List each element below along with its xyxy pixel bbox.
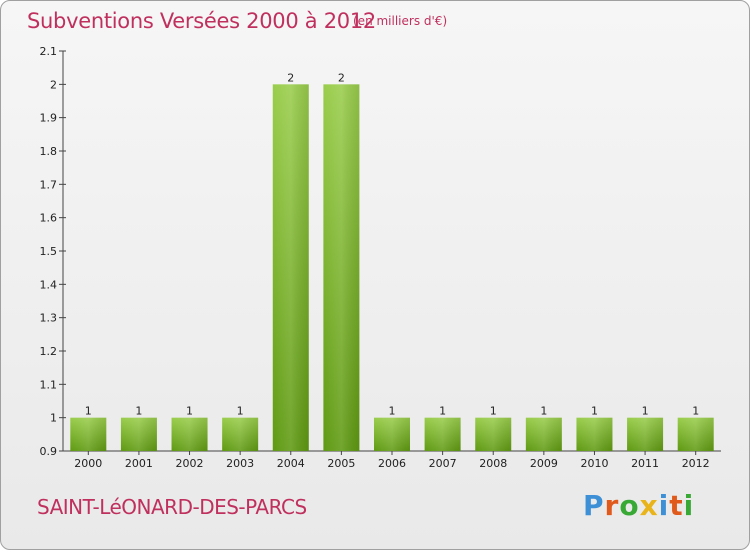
chart-title: Subventions Versées 2000 à 2012 bbox=[27, 9, 376, 33]
data-label: 1 bbox=[237, 405, 244, 418]
x-tick-label: 2011 bbox=[631, 457, 659, 470]
x-tick-label: 2006 bbox=[378, 457, 406, 470]
x-tick-label: 2003 bbox=[226, 457, 254, 470]
data-label: 1 bbox=[85, 405, 92, 418]
x-tick-label: 2000 bbox=[74, 457, 102, 470]
y-tick-label: 1.7 bbox=[40, 178, 58, 191]
x-tick-label: 2008 bbox=[479, 457, 507, 470]
bar-shade bbox=[323, 84, 360, 451]
commune-name: SAINT-LéONARD-DES-PARCS bbox=[37, 495, 307, 519]
y-tick-label: 1.4 bbox=[40, 278, 58, 291]
y-tick-label: 1.6 bbox=[40, 212, 58, 225]
data-label: 1 bbox=[389, 405, 396, 418]
bar-shade bbox=[525, 417, 562, 451]
y-tick-label: 1.1 bbox=[40, 378, 58, 391]
data-label: 1 bbox=[692, 405, 699, 418]
logo-letter: i bbox=[658, 489, 670, 522]
bar-shade bbox=[576, 417, 613, 451]
y-tick-label: 2.1 bbox=[40, 45, 58, 58]
y-tick-label: 0.9 bbox=[40, 445, 58, 458]
logo-letter: i bbox=[683, 489, 695, 522]
data-label: 1 bbox=[439, 405, 446, 418]
logo-letter: t bbox=[669, 489, 684, 522]
x-tick-label: 2010 bbox=[580, 457, 608, 470]
x-tick-label: 2012 bbox=[682, 457, 710, 470]
y-tick-label: 1.2 bbox=[40, 345, 58, 358]
bar-shade bbox=[627, 417, 664, 451]
data-label: 1 bbox=[490, 405, 497, 418]
logo-letter: P bbox=[583, 489, 605, 522]
bar-shade bbox=[171, 417, 208, 451]
data-label: 1 bbox=[591, 405, 598, 418]
bar-shade bbox=[272, 84, 309, 451]
chart-axes: 0.9 1 1.1 1.2 1.3 1.4 1.5 1.6 1.7 1.8 1.9 2 2.1 bbox=[40, 45, 721, 458]
bar-shade bbox=[120, 417, 157, 451]
data-label: 1 bbox=[135, 405, 142, 418]
unit-label: (en milliers d'€) bbox=[353, 14, 448, 28]
logo-letter: x bbox=[639, 489, 659, 522]
chart-bars bbox=[70, 84, 714, 451]
x-tick-label: 2007 bbox=[429, 457, 457, 470]
data-label: 1 bbox=[540, 405, 547, 418]
x-tick-label: 2004 bbox=[277, 457, 305, 470]
bar-shade bbox=[677, 417, 714, 451]
bar-shade bbox=[222, 417, 259, 451]
data-label: 2 bbox=[338, 71, 345, 84]
bar-shade bbox=[475, 417, 512, 451]
y-tick-label: 1.5 bbox=[40, 245, 58, 258]
y-tick-label: 1.9 bbox=[40, 112, 58, 125]
proxiti-logo: Proxiti bbox=[583, 489, 694, 522]
x-tick-label: 2009 bbox=[530, 457, 558, 470]
data-label: 2 bbox=[287, 71, 294, 84]
bar-shade bbox=[424, 417, 461, 451]
y-tick-label: 1.8 bbox=[40, 145, 58, 158]
logo-letter: r bbox=[604, 489, 620, 522]
data-label: 1 bbox=[642, 405, 649, 418]
logo-letter: o bbox=[619, 489, 640, 522]
y-tick-label: 1.3 bbox=[40, 312, 58, 325]
bar-shade bbox=[70, 417, 107, 451]
bar-shade bbox=[374, 417, 410, 451]
y-tick-label: 1 bbox=[50, 412, 57, 425]
chart-labels: 2000 1 2001 1 2002 1 2003 1 2004 2 2005 2 2006 1 2007 1… bbox=[74, 71, 709, 470]
data-label: 1 bbox=[186, 405, 193, 418]
x-tick-label: 2005 bbox=[327, 457, 355, 470]
y-tick-label: 2 bbox=[50, 78, 57, 91]
x-tick-label: 2002 bbox=[176, 457, 204, 470]
x-tick-label: 2001 bbox=[125, 457, 153, 470]
